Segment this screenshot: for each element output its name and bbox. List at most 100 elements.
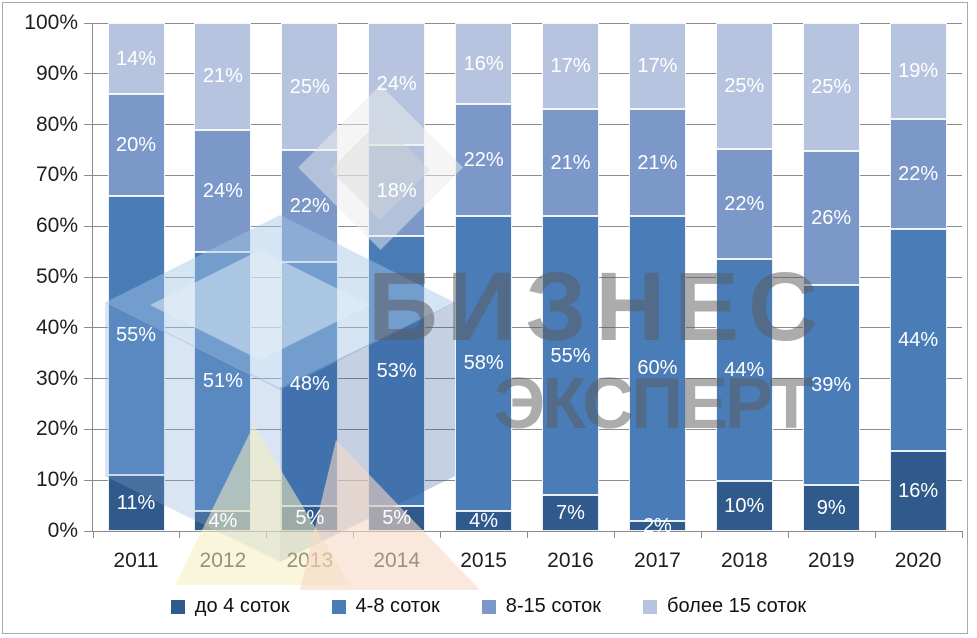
bar-column-2015: [455, 23, 513, 531]
y-axis-tick: [84, 174, 93, 176]
legend-swatch: [643, 599, 658, 614]
bar-segment: [542, 495, 599, 531]
legend-swatch: [170, 599, 185, 614]
bar-segment: [802, 23, 860, 152]
bar-segment: [542, 23, 599, 110]
y-axis-tick: [84, 22, 93, 24]
legend-swatch: [331, 599, 346, 614]
bar-segment: [715, 480, 773, 531]
gridline: [93, 276, 962, 278]
y-axis-tick-label: 70%: [35, 163, 78, 187]
bar-segment: [628, 109, 686, 217]
bar-segment: [455, 23, 513, 105]
bar-segment: [542, 109, 599, 217]
bar-segment: [628, 23, 686, 110]
legend-swatch: [481, 599, 496, 614]
x-axis-tick: [179, 531, 181, 538]
y-axis-tick: [84, 225, 93, 227]
y-axis-tick-label: 40%: [35, 315, 78, 339]
gridline: [93, 124, 962, 126]
y-axis-tick-label: 100%: [24, 11, 78, 34]
x-axis-tick-label: 2014: [373, 549, 421, 572]
x-axis-tick-label: 2016: [547, 549, 594, 572]
bar-column-2011: [107, 23, 165, 531]
legend-item: до 4 соток: [170, 595, 290, 618]
x-axis-tick: [353, 531, 355, 538]
y-axis-tick-label: 10%: [35, 468, 78, 492]
bar-segment: [889, 229, 947, 451]
bar-column-2014: [368, 23, 426, 531]
y-axis-tick: [84, 428, 93, 430]
bar-segment: [715, 148, 773, 260]
bar-column-2013: [281, 23, 339, 531]
x-axis-tick-label: 2012: [199, 549, 247, 572]
gridline: [93, 225, 962, 227]
gridline: [93, 22, 962, 24]
bar-segment: [802, 151, 860, 285]
y-axis-tick-label: 0%: [47, 519, 78, 542]
bar-segment: [802, 484, 860, 531]
y-axis-tick: [84, 276, 93, 278]
bar-segment: [889, 450, 947, 531]
bar-segment: [107, 94, 165, 196]
x-axis-tick: [874, 531, 876, 538]
bar-segment: [281, 261, 339, 506]
x-axis-tick: [700, 531, 702, 538]
y-axis-tick-label: 30%: [35, 366, 78, 390]
bar-column-2012: [194, 23, 252, 531]
x-axis-tick: [92, 531, 94, 538]
bar-segment: [194, 23, 252, 130]
x-axis-tick: [961, 531, 963, 538]
bar-column-2020: [889, 23, 947, 531]
bar-segment: [455, 216, 513, 511]
gridline: [93, 378, 962, 380]
x-axis-tick-label: 2015: [460, 549, 507, 572]
x-axis-tick: [787, 531, 789, 538]
x-axis-tick-label: 2011: [113, 549, 159, 572]
bar-segment: [802, 284, 860, 485]
gridline: [93, 479, 962, 481]
bar-segment: [455, 510, 513, 531]
bar-segment: [194, 251, 252, 511]
legend-label: 4-8 соток: [355, 595, 440, 617]
y-axis-tick-label: 60%: [35, 214, 78, 238]
y-axis-tick-label: 20%: [35, 417, 78, 441]
bar-column-2019: [802, 23, 860, 531]
bar-segment: [889, 118, 947, 230]
x-axis-tick: [266, 531, 268, 538]
x-axis-tick: [440, 531, 442, 538]
bar-segment: [281, 505, 339, 531]
legend-label: более 15 соток: [667, 595, 807, 617]
bar-segment: [368, 505, 426, 531]
bar-segment: [715, 23, 773, 149]
x-axis-tick-label: 2013: [286, 549, 334, 572]
legend-label: до 4 соток: [194, 595, 290, 617]
bar-segment: [542, 216, 599, 496]
bar-segment: [368, 236, 426, 506]
gridline: [93, 327, 962, 329]
bar-segment: [281, 23, 339, 150]
bar-segment: [107, 195, 165, 476]
bar-column-2017: [628, 23, 686, 531]
bar-segment: [715, 259, 773, 481]
y-axis-tick: [84, 479, 93, 481]
bar-segment: [628, 520, 686, 531]
y-axis-tick-label: 80%: [35, 112, 78, 136]
legend-item: 8-15 соток: [481, 595, 601, 618]
y-axis-tick: [84, 73, 93, 75]
y-axis-tick: [84, 327, 93, 329]
bar-segment: [368, 144, 426, 237]
bar-segment: [889, 23, 947, 119]
x-axis-tick-label: 2019: [807, 549, 855, 572]
bar-segment: [455, 104, 513, 217]
bar-column-2016: [542, 23, 599, 531]
bar-segment: [194, 510, 252, 531]
bar-segment: [107, 23, 165, 95]
bar-segment: [281, 150, 339, 262]
bar-segment: [107, 475, 165, 531]
legend-item: 4-8 соток: [331, 595, 440, 618]
y-axis-tick-label: 50%: [35, 265, 78, 288]
bar-column-2018: [715, 23, 773, 531]
gridline: [93, 73, 962, 75]
